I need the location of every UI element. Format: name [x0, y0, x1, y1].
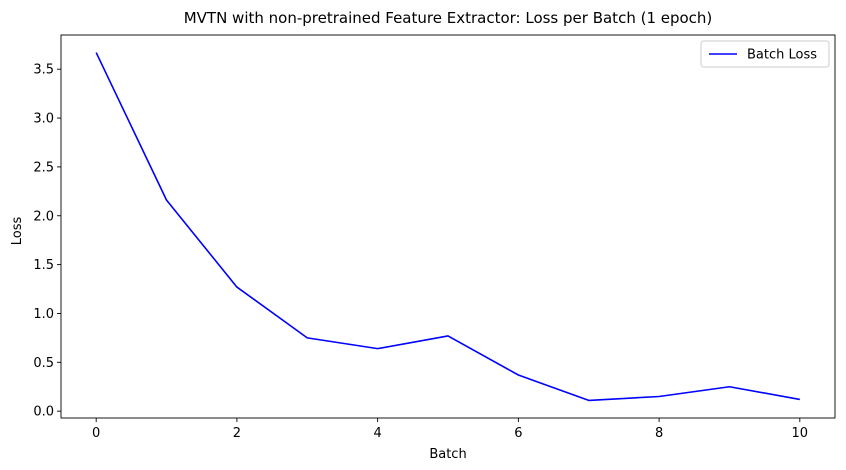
y-axis-label: Loss: [10, 217, 25, 246]
plot-frame: [60, 34, 836, 419]
x-tick-label: 2: [233, 426, 241, 441]
y-tick-label: 2.0: [33, 209, 54, 224]
legend-label: Batch Loss: [747, 48, 817, 63]
x-tick-label: 6: [514, 426, 522, 441]
series-line-0: [95, 52, 800, 402]
legend-box: [700, 40, 830, 68]
y-tick-label: 0.5: [33, 356, 54, 371]
x-tick-label: 0: [92, 426, 100, 441]
x-tick-label: 4: [373, 426, 381, 441]
x-axis-label: Batch: [429, 447, 466, 462]
y-tick-label: 2.5: [33, 160, 54, 175]
x-tick-label: 8: [655, 426, 663, 441]
y-tick-label: 0.0: [33, 405, 54, 420]
x-tick-label: 10: [792, 426, 809, 441]
plot-area: 0 2 4 6 8 10 0.0 0.5 1.0 1.5 2.0 2.5 3.0 3.5 Batch Los…: [33, 34, 836, 441]
chart-title: MVTN with non-pretrained Feature Extract…: [184, 9, 713, 27]
y-tick-label: 1.5: [33, 258, 54, 273]
y-tick-label: 3.5: [33, 63, 54, 78]
y-tick-label: 1.0: [33, 307, 54, 322]
y-tick-label: 3.0: [33, 112, 54, 127]
